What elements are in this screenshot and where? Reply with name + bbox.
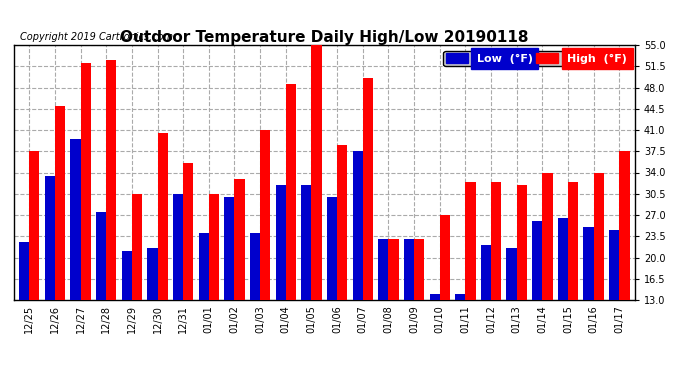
- Bar: [55, 106, 65, 300]
- Text: Copyright 2019 Cartronics.com: Copyright 2019 Cartronics.com: [20, 33, 173, 42]
- Bar: [302, 184, 311, 300]
- Bar: [568, 182, 578, 300]
- Bar: [224, 197, 235, 300]
- Bar: [260, 130, 270, 300]
- Bar: [466, 182, 475, 300]
- Bar: [593, 172, 604, 300]
- Bar: [81, 63, 91, 300]
- Bar: [455, 294, 466, 300]
- Title: Outdoor Temperature Daily High/Low 20190118: Outdoor Temperature Daily High/Low 20190…: [120, 30, 529, 45]
- Bar: [378, 239, 388, 300]
- Bar: [506, 248, 517, 300]
- Bar: [121, 251, 132, 300]
- Bar: [327, 197, 337, 300]
- Bar: [517, 184, 527, 300]
- Bar: [45, 176, 55, 300]
- Bar: [106, 60, 117, 300]
- Bar: [558, 218, 568, 300]
- Bar: [388, 239, 399, 300]
- Bar: [209, 194, 219, 300]
- Bar: [414, 239, 424, 300]
- Bar: [440, 215, 450, 300]
- Bar: [173, 194, 183, 300]
- Bar: [542, 172, 553, 300]
- Bar: [620, 151, 630, 300]
- Bar: [353, 151, 363, 300]
- Bar: [250, 233, 260, 300]
- Bar: [363, 78, 373, 300]
- Legend: Low  (°F), High  (°F): Low (°F), High (°F): [444, 51, 629, 66]
- Bar: [147, 248, 157, 300]
- Bar: [481, 245, 491, 300]
- Bar: [311, 42, 322, 300]
- Bar: [404, 239, 414, 300]
- Bar: [235, 178, 245, 300]
- Bar: [183, 164, 193, 300]
- Bar: [286, 84, 296, 300]
- Bar: [96, 212, 106, 300]
- Bar: [132, 194, 142, 300]
- Bar: [584, 227, 593, 300]
- Bar: [70, 139, 81, 300]
- Bar: [199, 233, 209, 300]
- Bar: [429, 294, 440, 300]
- Bar: [19, 242, 29, 300]
- Bar: [532, 221, 542, 300]
- Bar: [337, 145, 347, 300]
- Bar: [157, 133, 168, 300]
- Bar: [609, 230, 620, 300]
- Bar: [491, 182, 502, 300]
- Bar: [29, 151, 39, 300]
- Bar: [275, 184, 286, 300]
